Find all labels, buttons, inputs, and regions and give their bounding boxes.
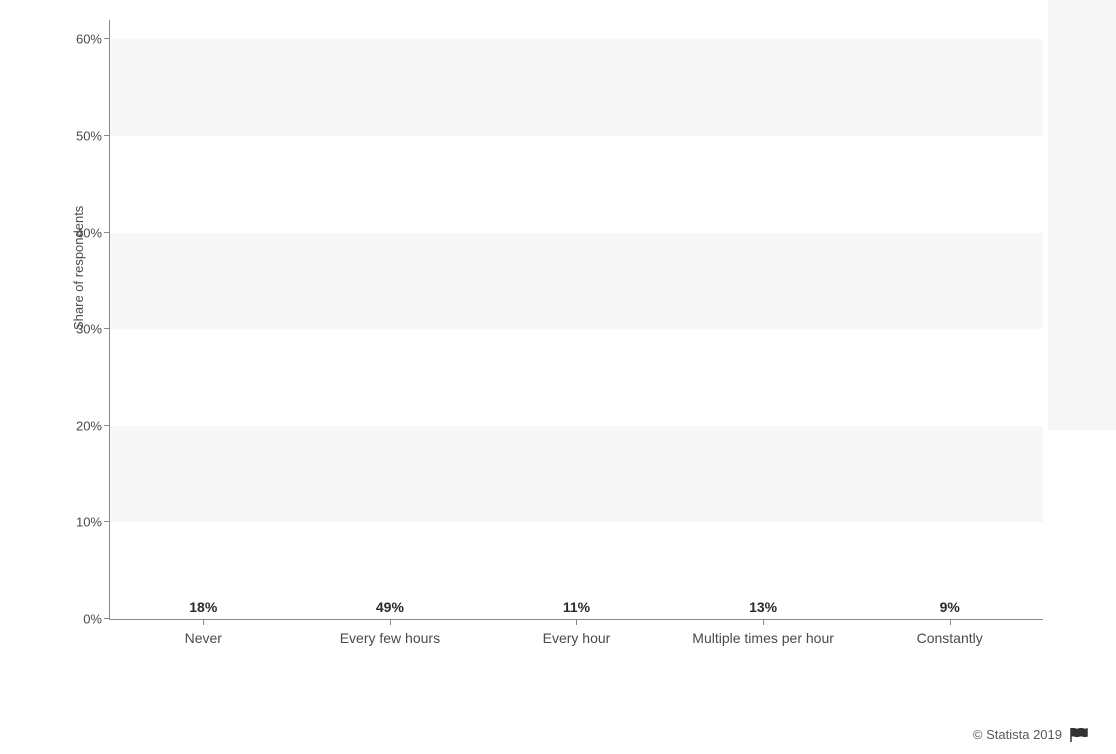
y-tick-mark	[104, 135, 110, 136]
y-tick-label: 60%	[76, 32, 102, 47]
y-tick-mark	[104, 425, 110, 426]
x-tick-mark	[763, 619, 764, 625]
x-tick-mark	[390, 619, 391, 625]
y-tick-label: 0%	[83, 612, 102, 627]
bars-layer: 18%Never49%Every few hours11%Every hour1…	[110, 20, 1043, 619]
bar-value-label: 18%	[189, 599, 217, 615]
x-tick-label: Every few hours	[315, 629, 465, 647]
y-tick-label: 20%	[76, 418, 102, 433]
y-tick-mark	[104, 38, 110, 39]
y-tick-mark	[104, 521, 110, 522]
attribution: © Statista 2019	[973, 727, 1088, 742]
right-panel	[1048, 0, 1116, 430]
x-tick-label: Multiple times per hour	[688, 629, 838, 647]
y-tick-mark	[104, 232, 110, 233]
x-tick-mark	[950, 619, 951, 625]
x-tick-label: Constantly	[875, 629, 1025, 647]
bar-value-label: 49%	[376, 599, 404, 615]
flag-icon[interactable]	[1070, 728, 1088, 742]
bar-value-label: 11%	[563, 599, 590, 615]
x-tick-label: Every hour	[501, 629, 651, 647]
bar-value-label: 9%	[940, 599, 960, 615]
y-tick-mark	[104, 328, 110, 329]
y-tick-label: 50%	[76, 128, 102, 143]
bar-value-label: 13%	[749, 599, 777, 615]
x-tick-mark	[576, 619, 577, 625]
y-tick-label: 30%	[76, 322, 102, 337]
plot-area: 18%Never49%Every few hours11%Every hour1…	[109, 20, 1043, 620]
y-tick-label: 40%	[76, 225, 102, 240]
x-tick-mark	[203, 619, 204, 625]
y-tick-mark	[104, 618, 110, 619]
x-tick-label: Never	[128, 629, 278, 647]
bar-chart: Share of respondents 18%Never49%Every fe…	[63, 20, 1043, 660]
y-tick-label: 10%	[76, 515, 102, 530]
attribution-text: © Statista 2019	[973, 727, 1062, 742]
